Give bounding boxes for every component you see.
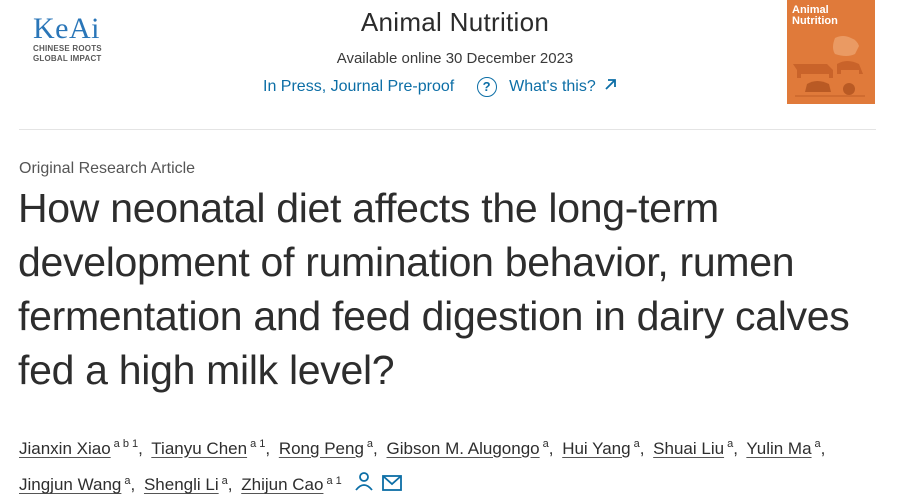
cover-title-line1: Animal (792, 4, 829, 16)
cover-title-line2: Nutrition (792, 15, 838, 27)
logo-tagline-line2: GLOBAL IMPACT (33, 54, 102, 63)
author-separator: , (820, 438, 826, 458)
keai-logo[interactable]: KeAi CHINESE ROOTS GLOBAL IMPACT (33, 14, 123, 64)
whats-this-link[interactable]: What's this? (509, 78, 596, 95)
author-entry[interactable]: Jianxin Xiao a b 1, (19, 438, 147, 458)
journal-title-link[interactable]: Animal Nutrition (360, 7, 550, 37)
person-icon[interactable] (354, 470, 374, 502)
author-affiliation[interactable]: a 1 (250, 438, 266, 450)
author-separator: , (548, 438, 554, 458)
logo-tagline-line1: CHINESE ROOTS (33, 44, 102, 53)
author-name[interactable]: Jingjun Wang (19, 475, 122, 495)
arrow-up-right-icon (604, 78, 617, 96)
author-affiliation[interactable]: a b 1 (113, 438, 139, 450)
publication-status-row: In Press, Journal Pre-proof ? What's thi… (263, 77, 617, 97)
author-entry[interactable]: Tianyu Chen a 1, (151, 438, 274, 458)
author-affiliation[interactable]: a 1 (326, 474, 342, 487)
author-entry[interactable]: Yulin Ma a, (746, 438, 829, 458)
journal-header: KeAi CHINESE ROOTS GLOBAL IMPACT Animal … (0, 0, 906, 130)
envelope-icon[interactable] (381, 470, 402, 502)
author-affiliation[interactable]: a (633, 438, 640, 450)
author-separator: , (373, 438, 378, 458)
author-affiliation[interactable]: a (542, 438, 549, 450)
author-name[interactable]: Yulin Ma (746, 438, 812, 458)
author-list: Jianxin Xiao a b 1, Tianyu Chen a 1, Rong … (19, 428, 889, 502)
author-entry[interactable]: Shuai Liu a, (653, 438, 742, 458)
author-separator: , (130, 475, 136, 495)
author-separator: , (639, 438, 645, 458)
author-affiliation[interactable]: a (366, 438, 374, 450)
author-name[interactable]: Jianxin Xiao (19, 438, 111, 458)
author-affiliation[interactable]: a (727, 438, 734, 450)
author-entry[interactable]: Jingjun Wang a, (19, 474, 139, 495)
author-entry[interactable]: Rong Peng a, (278, 438, 382, 458)
journal-cover-image[interactable]: Animal Nutrition (787, 0, 875, 104)
author-name[interactable]: Hui Yang (562, 438, 631, 458)
available-online-date: Available online 30 December 2023 (336, 50, 574, 67)
author-entry[interactable]: Hui Yang a, (562, 438, 648, 458)
author-affiliation[interactable]: a (221, 474, 228, 487)
header-divider (19, 129, 876, 130)
author-name[interactable]: Shuai Liu (653, 438, 725, 458)
author-name[interactable]: Shengli Li (143, 475, 219, 495)
question-circle-icon[interactable]: ? (476, 77, 497, 97)
author-entry[interactable]: Zhijun Cao a 1 (241, 474, 346, 495)
author-separator: , (138, 438, 143, 458)
cover-animals-illustration (787, 34, 875, 104)
in-press-link[interactable]: In Press, Journal Pre-proof (263, 78, 455, 95)
author-entry[interactable]: Shengli Li a, (143, 474, 237, 495)
author-name[interactable]: Rong Peng (278, 438, 364, 458)
author-affiliation[interactable]: a (814, 438, 821, 450)
author-name[interactable]: Zhijun Cao (241, 475, 324, 495)
author-separator: , (227, 475, 233, 495)
article-title: How neonatal diet affects the long-term … (18, 185, 850, 393)
author-separator: , (265, 438, 271, 458)
author-separator: , (733, 438, 738, 458)
author-name[interactable]: Tianyu Chen (151, 438, 248, 458)
author-name[interactable]: Gibson M. Alugongo (386, 438, 540, 458)
author-entry[interactable]: Gibson M. Alugongo a, (386, 438, 558, 458)
keai-logo-text: KeAi (33, 12, 100, 45)
author-affiliation[interactable]: a (124, 474, 131, 487)
article-type-label: Original Research Article (19, 160, 196, 177)
